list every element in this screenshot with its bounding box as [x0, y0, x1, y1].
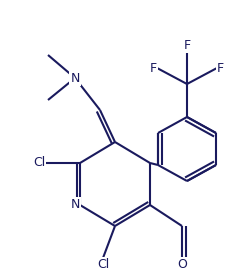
Text: F: F — [217, 62, 224, 75]
Text: F: F — [150, 62, 157, 75]
Text: O: O — [177, 258, 187, 271]
Text: F: F — [183, 39, 190, 52]
Text: N: N — [71, 198, 80, 211]
Text: Cl: Cl — [97, 258, 109, 271]
Text: Cl: Cl — [33, 156, 45, 169]
Text: N: N — [70, 71, 80, 84]
